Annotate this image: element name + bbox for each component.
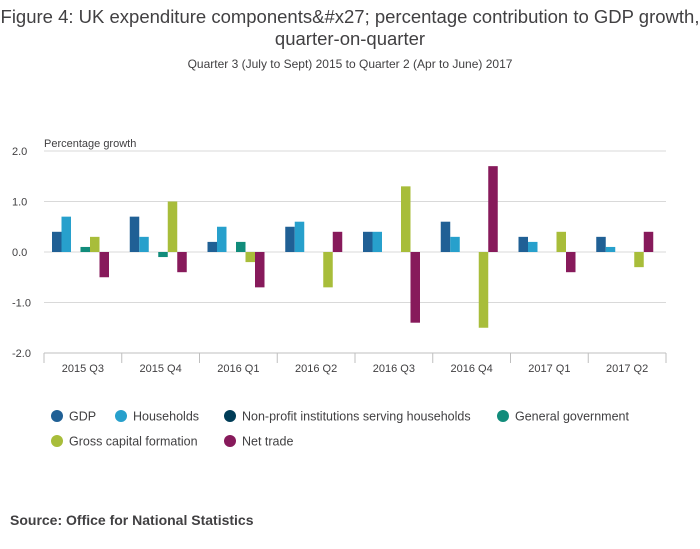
bar-gdp-2016-q1 (207, 241, 217, 252)
y-tick-label: -1.0 (12, 298, 31, 310)
bar-households-2016-q3 (372, 231, 382, 252)
bar-households-2017-q2 (605, 246, 616, 252)
bar-net-trade-2015-q3 (99, 252, 109, 278)
bar-gross-capital-formation-2016-q2 (323, 252, 333, 288)
bar-gdp-2015-q4 (129, 216, 140, 252)
y-tick-label: 2.0 (12, 146, 27, 158)
legend-item: Households (115, 410, 199, 424)
legend-label: Gross capital formation (69, 435, 198, 449)
bar-net-trade-2016-q2 (332, 231, 343, 252)
x-tick-label: 2015 Q3 (62, 363, 104, 375)
x-axis: 2015 Q3 2015 Q4 2016 Q1 2016 Q2 2016 Q3 2016 … (43, 352, 667, 375)
bar-general-government-2015-q4 (158, 252, 168, 258)
bar-gdp-2017-q2 (596, 236, 606, 252)
bar-net-trade-2016-q1 (255, 252, 265, 288)
bar-general-government-2015-q3 (80, 246, 90, 252)
y-axis-label: Percentage growth (44, 138, 136, 150)
bar-gdp-2015-q3 (52, 231, 62, 252)
bar-gross-capital-formation-2017-q2 (634, 252, 644, 268)
legend-item: Gross capital formation (51, 435, 198, 449)
bar-gdp-2016-q4 (440, 221, 451, 252)
bar-gdp-2016-q3 (363, 231, 373, 252)
source-note: Source: Office for National Statistics (10, 512, 254, 528)
bar-net-trade-2016-q3 (410, 252, 420, 323)
bar-gdp-2016-q2 (285, 226, 295, 252)
chart-subtitle: Quarter 3 (July to Sept) 2015 to Quarter… (187, 57, 513, 71)
legend: GDP Households Non-profit institutions ser… (51, 410, 629, 449)
bar-gdp-2017-q1 (518, 236, 528, 252)
x-tick-label: 2016 Q3 (373, 363, 415, 375)
bar-gross-capital-formation-2015-q4 (167, 201, 178, 252)
bar-households-2016-q2 (294, 221, 305, 252)
y-tick-label: 1.0 (12, 197, 27, 209)
legend-label: Non-profit institutions serving househol… (242, 410, 471, 424)
bar-gross-capital-formation-2016-q4 (478, 252, 489, 328)
x-tick-label: 2017 Q2 (606, 363, 648, 375)
y-tick-label: 0.0 (12, 247, 27, 259)
legend-item: Net trade (224, 435, 293, 449)
legend-swatch (224, 410, 236, 422)
legend-swatch (224, 435, 236, 447)
legend-swatch (51, 410, 63, 422)
legend-label: GDP (69, 410, 96, 424)
bar-net-trade-2016-q4 (488, 166, 498, 252)
bar-gross-capital-formation-2016-q3 (401, 186, 411, 252)
bar-households-2015-q3 (61, 216, 71, 252)
legend-swatch (497, 410, 509, 422)
legend-item: Non-profit institutions serving househol… (224, 410, 471, 424)
x-tick-label: 2016 Q1 (217, 363, 259, 375)
bar-households-2017-q1 (528, 241, 538, 252)
legend-item: General government (497, 410, 629, 424)
bar-gross-capital-formation-2017-q1 (556, 231, 566, 252)
legend-label: Net trade (242, 435, 293, 449)
x-tick-label: 2016 Q4 (451, 363, 493, 375)
bar-net-trade-2015-q4 (177, 252, 187, 273)
x-tick-label: 2016 Q2 (295, 363, 337, 375)
bar-net-trade-2017-q1 (566, 252, 576, 273)
bar-gross-capital-formation-2016-q1 (245, 252, 255, 263)
legend-label: General government (515, 410, 629, 424)
bar-households-2016-q4 (450, 236, 460, 252)
bar-net-trade-2017-q2 (643, 231, 654, 252)
x-tick-label: 2017 Q1 (528, 363, 570, 375)
legend-label: Households (133, 410, 199, 424)
legend-item: GDP (51, 410, 96, 424)
bar-households-2016-q1 (217, 226, 227, 252)
legend-swatch (51, 435, 63, 447)
chart-title: Figure 4: UK expenditure components&#x27… (0, 6, 700, 49)
legend-swatch (115, 410, 127, 422)
bar-general-government-2016-q1 (236, 241, 246, 252)
bar-households-2015-q4 (139, 236, 149, 252)
bars (52, 166, 654, 328)
bar-gross-capital-formation-2015-q3 (90, 236, 100, 252)
x-tick-label: 2015 Q4 (140, 363, 182, 375)
y-tick-label: -2.0 (12, 348, 31, 360)
y-axis-ticks: 2.0 1.0 0.0 -1.0 -2.0 (12, 146, 31, 360)
